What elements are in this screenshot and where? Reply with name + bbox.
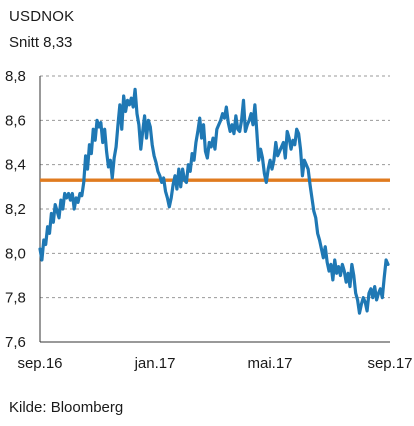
chart-title: USDNOK xyxy=(9,8,75,25)
x-tick-label: sep.16 xyxy=(17,355,62,372)
gridlines xyxy=(40,75,390,299)
y-tick-label: 8,6 xyxy=(5,112,26,129)
source-note: Kilde: Bloomberg xyxy=(9,399,124,416)
x-tick-label: sep.17 xyxy=(367,355,412,372)
y-tick-labels: 7,6 7,8 8,0 8,2 8,4 8,6 8,8 xyxy=(5,68,26,351)
x-tick-label: mai.17 xyxy=(247,355,292,372)
y-tick-label: 8,4 xyxy=(5,157,26,174)
chart-subtitle: Snitt 8,33 xyxy=(9,34,73,51)
x-tick-label: jan.17 xyxy=(134,355,176,372)
y-tick-label: 8,2 xyxy=(5,201,26,218)
series-layer xyxy=(38,87,390,315)
usdnok-series-line xyxy=(38,87,390,315)
y-tick-label: 7,8 xyxy=(5,290,26,307)
axes xyxy=(39,76,390,343)
x-tick-labels: sep.16 jan.17 mai.17 sep.17 xyxy=(17,355,412,372)
y-tick-label: 8,0 xyxy=(5,245,26,262)
y-tick-label: 8,8 xyxy=(5,68,26,85)
y-tick-label: 7,6 xyxy=(5,334,26,351)
